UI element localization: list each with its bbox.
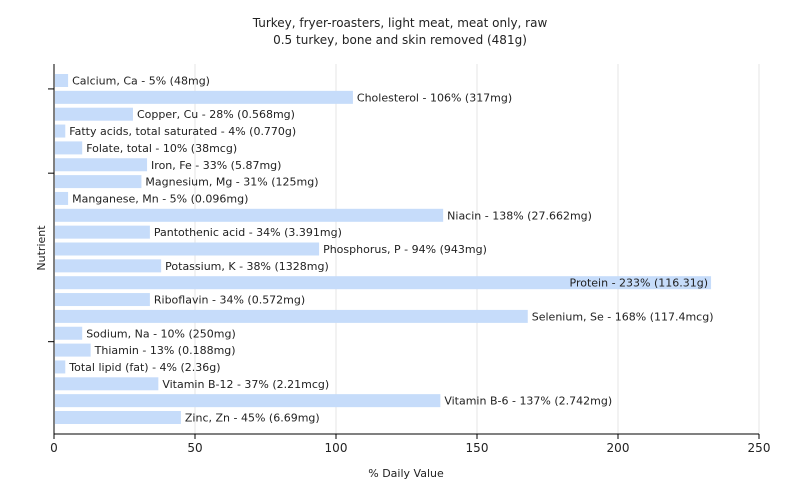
bar <box>55 326 83 340</box>
bars-group: Calcium, Ca - 5% (48mg) Cholesterol - 106… <box>55 74 714 425</box>
x-tick-label: 150 <box>466 441 489 455</box>
bar-label: Pantothenic acid - 34% (3.391mg) <box>154 226 342 239</box>
bar <box>55 360 66 374</box>
bar <box>55 394 441 408</box>
bar <box>55 141 83 155</box>
bar-label: Phosphorus, P - 94% (943mg) <box>323 243 487 256</box>
bar-label: Total lipid (fat) - 4% (2.36g) <box>68 361 220 374</box>
y-axis-title: Nutrient <box>35 225 48 271</box>
bar-label: Potassium, K - 38% (1328mg) <box>165 260 329 273</box>
bar <box>55 259 162 273</box>
bar <box>55 343 91 357</box>
bar-label: Sodium, Na - 10% (250mg) <box>86 327 236 340</box>
bar <box>55 90 353 104</box>
bar <box>55 191 69 205</box>
bar-label: Selenium, Se - 168% (117.4mcg) <box>532 310 714 323</box>
bar <box>55 74 69 87</box>
bar-label: Riboflavin - 34% (0.572mg) <box>154 294 305 307</box>
x-axis-title: % Daily Value <box>368 467 444 480</box>
bar <box>55 242 320 256</box>
bar-label: Vitamin B-6 - 137% (2.742mg) <box>444 395 612 408</box>
axes-group: 0 50 100 150 200 250 <box>48 64 770 455</box>
chart-subtitle: 0.5 turkey, bone and skin removed (481g) <box>273 33 527 47</box>
bar-label: Thiamin - 13% (0.188mg) <box>94 344 236 357</box>
bar-label: Iron, Fe - 33% (5.87mg) <box>151 159 281 172</box>
x-tick-label: 50 <box>187 441 202 455</box>
bar <box>55 175 142 189</box>
bar-label: Protein - 233% (116.31g) <box>570 277 709 290</box>
x-tick-label: 200 <box>607 441 630 455</box>
bar <box>55 377 159 391</box>
bar-label: Vitamin B-12 - 37% (2.21mcg) <box>162 378 329 391</box>
x-tick-label: 100 <box>325 441 348 455</box>
bar-label: Cholesterol - 106% (317mg) <box>357 91 512 104</box>
bar <box>55 107 133 121</box>
bar <box>55 411 181 424</box>
bar <box>55 158 148 172</box>
x-tick-label: 250 <box>748 441 771 455</box>
bar-label: Magnesium, Mg - 31% (125mg) <box>145 176 318 189</box>
bar-label: Calcium, Ca - 5% (48mg) <box>72 75 210 88</box>
bar-label: Niacin - 138% (27.662mg) <box>447 209 592 222</box>
bar-label: Manganese, Mn - 5% (0.096mg) <box>72 192 248 205</box>
bar-label: Zinc, Zn - 45% (6.69mg) <box>185 412 320 425</box>
bar-label: Folate, total - 10% (38mcg) <box>86 142 237 155</box>
bar <box>55 293 150 307</box>
bar <box>55 309 528 323</box>
bar <box>55 225 150 239</box>
chart-title: Turkey, fryer-roasters, light meat, meat… <box>252 16 548 30</box>
bar <box>55 124 66 138</box>
bar <box>55 276 712 290</box>
grid-lines <box>194 64 760 434</box>
bar-label: Copper, Cu - 28% (0.568mg) <box>137 108 295 121</box>
bar-label: Fatty acids, total saturated - 4% (0.770… <box>69 125 296 138</box>
x-tick-label: 0 <box>50 441 58 455</box>
bar <box>55 208 444 222</box>
